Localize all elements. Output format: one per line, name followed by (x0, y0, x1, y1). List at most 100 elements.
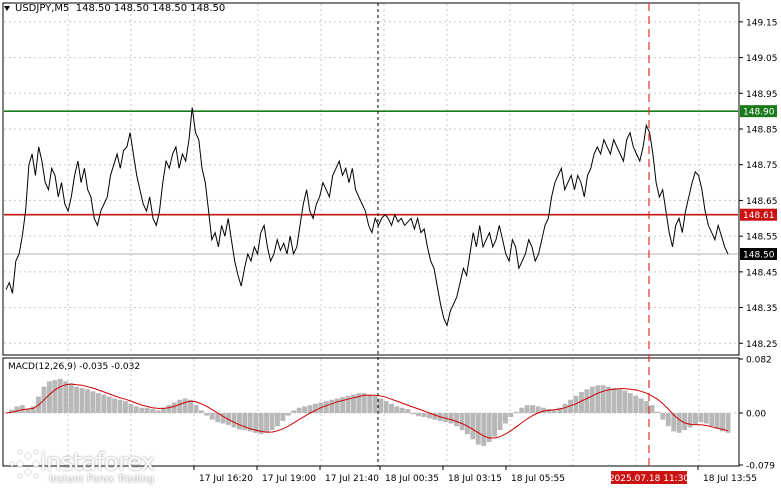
macd-bar (649, 405, 655, 413)
macd-bar (535, 406, 541, 413)
macd-bar (676, 413, 682, 433)
macd-bar (682, 413, 687, 431)
level-tag (740, 105, 777, 118)
macd-bar (665, 413, 671, 427)
macd-bar (351, 394, 356, 413)
macd-bar (329, 399, 335, 413)
y-tick-label: 148.85 (746, 126, 778, 136)
macd-bar (112, 398, 117, 413)
macd-bar (14, 406, 20, 413)
macd-bar (394, 406, 400, 413)
macd-bar (698, 413, 704, 423)
macd-bar (389, 403, 394, 413)
macd-bar (139, 407, 145, 413)
macd-bar (470, 413, 476, 440)
x-tick-label: 18 Jul 13:55 (703, 474, 757, 484)
macd-bar (519, 407, 525, 413)
macd-bar (74, 386, 79, 413)
price-series-line (5, 107, 729, 327)
macd-bar (703, 413, 709, 424)
macd-bar (432, 413, 438, 420)
macd-bar (144, 407, 150, 413)
macd-bar (399, 407, 405, 413)
macd-bar (405, 409, 411, 413)
y-tick-label: 148.55 (746, 233, 778, 243)
macd-bar (720, 413, 725, 432)
menu-triangle-icon[interactable] (4, 5, 10, 11)
macd-bar (714, 413, 720, 429)
macd-bar (660, 413, 666, 420)
macd-bar (47, 381, 52, 413)
macd-bar (367, 394, 373, 413)
macd-bar (204, 413, 210, 416)
y-tick-label: 148.25 (746, 340, 778, 350)
macd-bar (150, 409, 155, 413)
macd-bar (611, 388, 617, 413)
macd-bar (275, 413, 280, 427)
macd-bar (421, 413, 427, 417)
macd-bar (340, 397, 345, 413)
macd-bar (638, 398, 644, 413)
macd-bar (182, 398, 188, 413)
x-tick-label: 18 Jul 00:35 (385, 474, 439, 484)
ohlc-label: 148.50 148.50 148.50 148.50 (75, 3, 226, 14)
macd-bar (546, 409, 552, 413)
macd-bar (492, 413, 497, 437)
macd-bar (693, 413, 698, 425)
macd-bar (155, 410, 161, 413)
macd-bar (475, 413, 481, 445)
level-tag-label: 148.61 (743, 211, 775, 221)
macd-bar (725, 413, 731, 433)
macd-bar (562, 403, 568, 413)
macd-bar (481, 413, 487, 446)
macd-bar (644, 401, 649, 413)
macd-bar (448, 413, 454, 424)
y-tick-label: 149.15 (746, 18, 778, 28)
macd-bar (345, 395, 351, 413)
macd-bar (296, 407, 302, 413)
macd-panel[interactable] (2, 357, 740, 467)
macd-bar (101, 394, 107, 413)
macd-bar (128, 403, 134, 413)
macd-bar (600, 385, 606, 413)
macd-bar (237, 413, 242, 430)
macd-bar (454, 413, 459, 427)
macd-bar (503, 413, 508, 424)
macd-bar (242, 413, 248, 431)
macd-bar (258, 413, 264, 435)
macd-bar (117, 399, 123, 413)
y-tick-label: 148.45 (746, 268, 778, 278)
y-tick-label: 148.95 (746, 90, 778, 100)
macd-bar (459, 413, 465, 431)
macd-bar (372, 395, 378, 413)
level-tag (740, 208, 777, 221)
macd-bar (530, 405, 535, 413)
macd-bar (123, 401, 128, 413)
macd-signal-line (5, 383, 729, 439)
macd-bar (215, 413, 221, 423)
instaforex-logo-icon (9, 449, 40, 479)
macd-bar (589, 386, 595, 413)
macd-bar (25, 409, 31, 413)
macd-bar (671, 413, 677, 432)
macd-bar (655, 411, 660, 413)
macd-y-tick-label: 0.082 (746, 356, 772, 366)
macd-bar (551, 410, 557, 413)
macd-bar (307, 405, 313, 413)
macd-bar (177, 399, 183, 413)
y-tick-label: 149.05 (746, 54, 778, 64)
price-panel[interactable] (2, 2, 740, 356)
macd-bar (584, 389, 590, 413)
x-tick-label: 18 Jul 03:15 (448, 474, 502, 484)
macd-bar (106, 396, 112, 413)
macd-bar (361, 393, 367, 413)
x-tick-label: 18 Jul 05:55 (511, 474, 565, 484)
macd-bar (9, 409, 14, 413)
macd-bar (356, 393, 362, 413)
macd-bar (63, 381, 69, 413)
macd-layer (5, 378, 731, 446)
y-tick-label: 148.75 (746, 161, 778, 171)
macd-bar (253, 413, 259, 433)
